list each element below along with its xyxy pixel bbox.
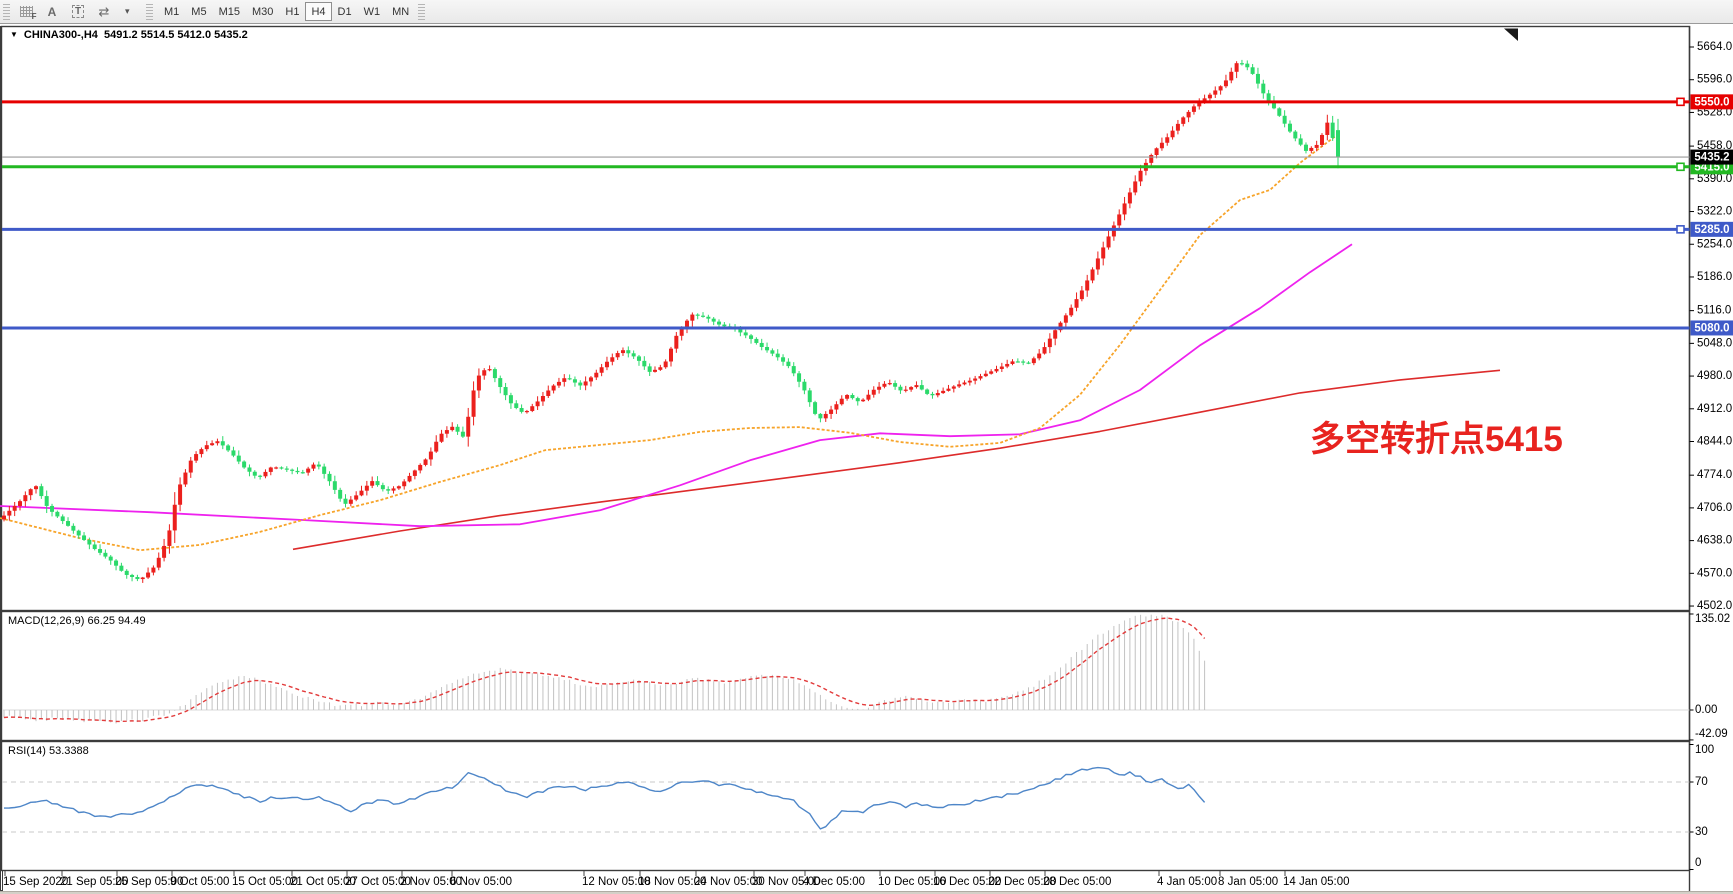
svg-text:100: 100	[1695, 744, 1714, 756]
timeframe-button-m5[interactable]: M5	[191, 5, 207, 18]
timeframe-button-d1[interactable]: D1	[337, 5, 352, 18]
chart-frames	[0, 25, 1733, 894]
svg-text:5664.0: 5664.0	[1697, 41, 1732, 53]
svg-text:4774.0: 4774.0	[1697, 469, 1732, 481]
grid-crosshair-icon[interactable]: F	[13, 2, 39, 22]
hline-handle-5285.0[interactable]	[1676, 225, 1685, 234]
date-label: 6 Nov 05:00	[450, 876, 512, 888]
date-label: 10 Dec 05:00	[878, 876, 946, 888]
timeframe-group: M1 M5 M15 M30 H1 H4 D1 W1 MN	[158, 0, 415, 24]
timeframe-button-w1[interactable]: W1	[363, 5, 381, 18]
timeframe-button-h1[interactable]: H1	[285, 5, 300, 18]
timeframe-button-m1[interactable]: M1	[164, 5, 180, 18]
svg-text:4570.0: 4570.0	[1697, 567, 1732, 579]
svg-text:5458.0: 5458.0	[1697, 140, 1732, 152]
svg-text:4980.0: 4980.0	[1697, 370, 1732, 382]
macd-pane[interactable]: 135.02 0.00 -42.09	[2, 613, 1730, 741]
rsi-indicator-label: RSI(14) 53.3388	[8, 745, 89, 757]
date-label: 30 Nov 05:00	[752, 876, 820, 888]
timeframe-button-m30[interactable]: M30	[251, 5, 274, 18]
date-label: 4 Dec 05:00	[803, 876, 865, 888]
svg-text:5186.0: 5186.0	[1697, 271, 1732, 283]
svg-text:0: 0	[1695, 857, 1701, 869]
svg-text:5116.0: 5116.0	[1697, 305, 1731, 317]
date-label: 18 Nov 05:00	[638, 876, 706, 888]
chart-annotation-text[interactable]: 多空转折点5415	[1310, 420, 1563, 459]
hline-handle-5550.0[interactable]	[1676, 97, 1685, 107]
price-axis: 5664.0 5596.0 5528.0 5458.0 5390.0 5322.0 5254…	[1689, 41, 1732, 612]
hline-handle-5415.0[interactable]	[1676, 162, 1685, 172]
svg-text:5048.0: 5048.0	[1697, 337, 1732, 349]
text-label-icon[interactable]: A	[47, 4, 57, 19]
objects-dropdown-icon[interactable]: ▼	[10, 30, 18, 39]
date-label: 8 Jan 05:00	[1218, 876, 1278, 888]
cycle-lines-icon[interactable]: ⇄	[98, 3, 110, 19]
date-label: 4 Jan 05:00	[1157, 876, 1217, 888]
svg-text:5322.0: 5322.0	[1697, 206, 1732, 218]
chart-ohlc-values: 5491.2 5514.5 5412.0 5435.2	[104, 29, 248, 41]
svg-text:0.00: 0.00	[1695, 704, 1717, 716]
macd-indicator-label: MACD(12,26,9) 66.25 94.49	[8, 615, 146, 627]
date-label: 21 Oct 05:00	[290, 876, 356, 888]
date-label: 15 Sep 2020	[3, 876, 68, 888]
svg-text:5528.0: 5528.0	[1697, 106, 1732, 118]
svg-text:135.02: 135.02	[1695, 613, 1730, 625]
date-label: 16 Dec 05:00	[933, 876, 1001, 888]
date-label: 9 Oct 05:00	[170, 876, 229, 888]
toolbar-drag-grip-3[interactable]	[418, 3, 426, 20]
svg-text:5285.0: 5285.0	[1694, 224, 1729, 236]
svg-text:-42.09: -42.09	[1695, 728, 1728, 740]
svg-text:5550.0: 5550.0	[1694, 96, 1729, 108]
svg-text:5254.0: 5254.0	[1697, 238, 1732, 250]
chart-symbol: CHINA300-,H4	[23, 29, 98, 41]
svg-text:4502.0: 4502.0	[1697, 600, 1732, 612]
svg-text:4706.0: 4706.0	[1697, 502, 1732, 514]
date-label: 22 Dec 05:00	[988, 876, 1056, 888]
svg-text:5080.0: 5080.0	[1694, 322, 1729, 334]
timeframe-button-m15[interactable]: M15	[218, 5, 240, 18]
date-label: 25 Sep 05:00	[115, 876, 183, 888]
svg-text:5390.0: 5390.0	[1697, 173, 1732, 185]
svg-text:4638.0: 4638.0	[1697, 535, 1732, 547]
date-label: 28 Dec 05:00	[1043, 876, 1111, 888]
svg-text:30: 30	[1695, 826, 1708, 838]
date-label: 24 Nov 05:00	[694, 876, 762, 888]
svg-text:4912.0: 4912.0	[1697, 403, 1732, 415]
date-label: 2 Nov 05:00	[400, 876, 462, 888]
svg-text:5435.2: 5435.2	[1694, 152, 1729, 164]
ma-mid-magenta-line	[0, 243, 1353, 528]
date-label: 15 Oct 05:00	[232, 876, 298, 888]
chart-shift-marker-icon[interactable]	[1504, 28, 1518, 42]
ma-fast-orange-line	[0, 134, 1338, 552]
timeframe-button-mn[interactable]: MN	[392, 5, 410, 18]
dropdown-caret-icon[interactable]: ▾	[125, 6, 130, 16]
toolbar-drag-grip[interactable]	[3, 3, 10, 20]
date-label: 12 Nov 05:00	[582, 876, 650, 888]
date-label: 14 Jan 05:00	[1283, 876, 1350, 888]
toolbar-drag-grip-2[interactable]	[146, 3, 153, 20]
timeframe-button-h4[interactable]: H4	[305, 2, 332, 21]
date-label: 21 Sep 05:00	[60, 876, 128, 888]
svg-text:4844.0: 4844.0	[1697, 436, 1732, 448]
ma-slow-red-line	[292, 369, 1501, 551]
chart-title: ▼ CHINA300-,H4 5491.2 5514.5 5412.0 5435.…	[10, 29, 248, 41]
text-box-icon[interactable]: T	[65, 2, 91, 22]
svg-text:5596.0: 5596.0	[1697, 74, 1732, 86]
date-label: 27 Oct 05:00	[345, 876, 411, 888]
rsi-pane[interactable]: 100 70 30 0	[2, 744, 1714, 870]
svg-text:70: 70	[1695, 776, 1708, 788]
toolbar: F A T ⇄ ▾ M1 M5 M15 M30 H1 H4 D1 W1 MN	[0, 0, 1733, 24]
